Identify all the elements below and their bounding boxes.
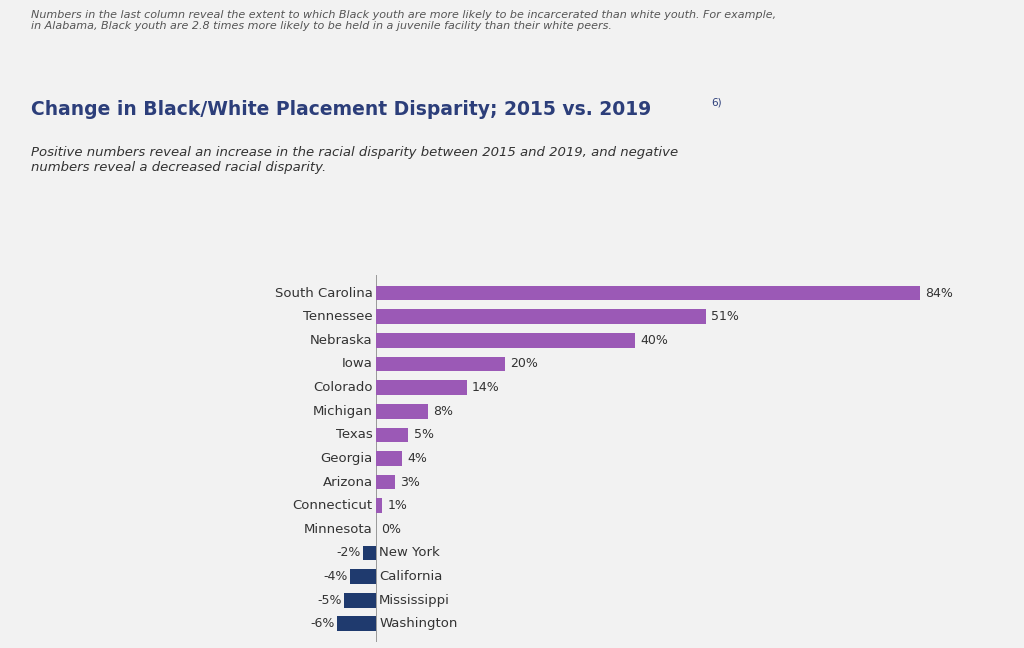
Text: Minnesota: Minnesota [304, 523, 373, 536]
Bar [376, 380, 467, 395]
Bar [364, 546, 376, 561]
Bar [376, 404, 428, 419]
Text: Texas: Texas [336, 428, 373, 441]
Text: South Carolina: South Carolina [274, 286, 373, 299]
Bar [337, 616, 376, 631]
Text: Iowa: Iowa [342, 358, 373, 371]
Text: Positive numbers reveal an increase in the racial disparity between 2015 and 201: Positive numbers reveal an increase in t… [31, 146, 678, 174]
Text: New York: New York [379, 546, 440, 559]
Text: Michigan: Michigan [313, 405, 373, 418]
Text: 1%: 1% [388, 499, 408, 512]
Text: 40%: 40% [640, 334, 668, 347]
Text: Mississippi: Mississippi [379, 594, 451, 607]
Text: 84%: 84% [925, 286, 952, 299]
Text: 14%: 14% [472, 381, 500, 394]
Text: Nebraska: Nebraska [310, 334, 373, 347]
Text: 20%: 20% [511, 358, 539, 371]
Bar [376, 498, 382, 513]
Text: 51%: 51% [712, 310, 739, 323]
Text: Washington: Washington [379, 618, 458, 631]
Bar [376, 309, 707, 324]
Text: -6%: -6% [311, 618, 335, 631]
Bar [376, 428, 409, 442]
Bar [376, 333, 635, 348]
Text: -5%: -5% [317, 594, 342, 607]
Text: 8%: 8% [433, 405, 453, 418]
Bar [376, 356, 506, 371]
Text: Connecticut: Connecticut [293, 499, 373, 512]
Text: 5%: 5% [414, 428, 433, 441]
Bar [376, 451, 401, 466]
Text: Numbers in the last column reveal the extent to which Black youth are more likel: Numbers in the last column reveal the ex… [31, 10, 776, 31]
Text: 3%: 3% [400, 476, 421, 489]
Text: California: California [379, 570, 442, 583]
Text: 6): 6) [712, 97, 722, 107]
Text: -2%: -2% [337, 546, 361, 559]
Text: Tennessee: Tennessee [303, 310, 373, 323]
Text: Change in Black/White Placement Disparity; 2015 vs. 2019: Change in Black/White Placement Disparit… [31, 100, 651, 119]
Bar [350, 569, 376, 584]
Text: Arizona: Arizona [323, 476, 373, 489]
Bar [344, 593, 376, 608]
Text: Colorado: Colorado [313, 381, 373, 394]
Bar [376, 286, 920, 301]
Bar [376, 475, 395, 489]
Text: 4%: 4% [408, 452, 427, 465]
Text: -4%: -4% [324, 570, 348, 583]
Text: 0%: 0% [381, 523, 401, 536]
Text: Georgia: Georgia [321, 452, 373, 465]
